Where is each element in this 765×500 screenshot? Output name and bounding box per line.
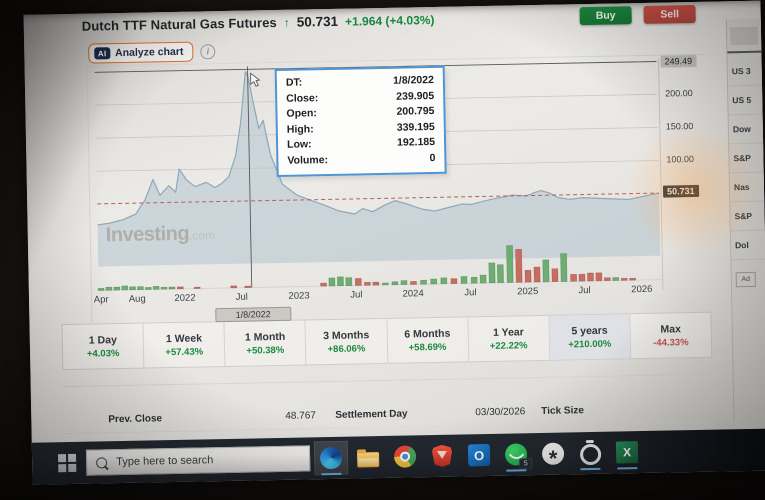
price-chart: Investing.com DT: 1/8/2022 Close: 239.905 Op… — [56, 53, 710, 330]
search-input[interactable] — [114, 451, 289, 470]
x-axis-tick: 2024 — [402, 288, 424, 300]
start-button[interactable] — [57, 453, 76, 472]
ring-app-icon — [579, 443, 601, 466]
x-axis-tick: 2023 — [288, 290, 310, 302]
laptop-screen: Dutch TTF Natural Gas Futures ↑ 50.731 +… — [23, 0, 765, 485]
taskbar-icons: 5 — [313, 435, 645, 476]
sidebar-item[interactable]: US 3 — [727, 56, 763, 87]
taskbar-excel-icon[interactable] — [610, 435, 645, 470]
x-axis-tick: Apr — [93, 294, 109, 306]
x-axis-tick: 2025 — [517, 286, 539, 298]
tooltip-row: Low: 192.185 — [286, 135, 436, 151]
file-explorer-icon — [357, 451, 380, 468]
taskbar-search[interactable] — [85, 445, 311, 476]
period-1-year[interactable]: 1 Year +22.22% — [468, 315, 551, 362]
taskbar-outlook-icon[interactable] — [462, 438, 497, 473]
chart-tooltip: DT: 1/8/2022 Close: 239.905 Open: 200.795 High… — [274, 65, 447, 178]
taskbar-chatgpt-icon[interactable] — [536, 436, 571, 471]
y-axis-tick: 249.49 — [660, 54, 697, 68]
stat-label: Settlement Day — [335, 408, 408, 421]
whatsapp-badge: 5 — [519, 458, 533, 470]
edge-icon — [319, 446, 343, 470]
period-1-day[interactable]: 1 Day +4.03% — [62, 323, 145, 370]
search-icon — [96, 456, 108, 469]
outlook-icon — [467, 443, 491, 467]
ad-label: Ad — [735, 271, 756, 288]
markets-sidebar: US 3 US 5 Dow S&P Nas S&P Dol Ad — [725, 18, 765, 422]
taskbar-chrome-icon[interactable] — [388, 439, 423, 474]
x-axis-tick: Aug — [128, 293, 146, 305]
period-3-months[interactable]: 3 Months +86.06% — [305, 318, 388, 365]
sidebar-item[interactable]: Nas — [729, 172, 765, 203]
crosshair-date-badge: 1/8/2022 — [215, 306, 292, 323]
sidebar-header-box — [729, 26, 759, 46]
sidebar-item[interactable]: S&P — [729, 143, 764, 174]
instrument-header: Dutch TTF Natural Gas Futures ↑ 50.731 +… — [82, 12, 435, 39]
tooltip-row: Volume: 0 — [287, 151, 436, 167]
taskbar-whatsapp-icon[interactable]: 5 — [499, 437, 534, 472]
stat-label: Prev. Close — [108, 413, 163, 426]
analyze-row: AI Analyze chart — [88, 40, 216, 64]
info-icon[interactable] — [200, 43, 216, 59]
x-axis-tick: Jul — [350, 289, 363, 301]
stat-value: 03/30/2026 — [475, 406, 526, 419]
stat-value: 48.767 — [285, 410, 317, 422]
period-6-months[interactable]: 6 Months +58.69% — [386, 317, 469, 363]
sidebar-divider — [727, 50, 762, 54]
y-axis-tick: 150.00 — [665, 120, 694, 132]
ai-badge-icon: AI — [94, 47, 111, 60]
last-price: 50.731 — [296, 13, 339, 30]
current-price-badge: 50.731 — [662, 185, 699, 198]
x-axis-tick: Jul — [235, 291, 248, 303]
stat-label: Tick Size — [541, 405, 584, 417]
taskbar-brave-icon[interactable] — [425, 439, 460, 474]
price-chart-canvas[interactable] — [57, 55, 709, 307]
buy-button[interactable]: Buy — [579, 6, 632, 26]
sidebar-item[interactable]: S&P — [730, 201, 765, 232]
taskbar-file-explorer-icon[interactable] — [351, 440, 386, 475]
chrome-icon — [393, 445, 417, 468]
y-axis-tick: 100.00 — [666, 153, 695, 165]
chatgpt-icon — [541, 442, 565, 465]
price-up-arrow-icon: ↑ — [283, 15, 290, 30]
x-axis-tick: 2022 — [174, 292, 196, 304]
sidebar-item[interactable]: Dow — [728, 114, 764, 145]
analyze-chart-button[interactable]: AI Analyze chart — [88, 41, 194, 64]
sell-button[interactable]: Sell — [643, 4, 696, 24]
taskbar-edge-icon[interactable] — [313, 440, 349, 476]
instrument-stats: Prev. Close 48.767 Settlement Day 03/30/202… — [62, 373, 712, 438]
x-axis-tick: 2026 — [631, 283, 653, 296]
brave-icon — [432, 445, 452, 467]
x-axis-tick: Jul — [464, 287, 477, 299]
analyze-chart-label: Analyze chart — [115, 45, 184, 60]
period-1-week[interactable]: 1 Week +57.43% — [143, 322, 226, 368]
period-5-years[interactable]: 5 years +210.00% — [549, 314, 632, 360]
page-title: Dutch TTF Natural Gas Futures — [81, 14, 277, 34]
price-change: +1.964 (+4.03%) — [344, 12, 435, 29]
taskbar-ring-app-icon[interactable] — [573, 436, 608, 471]
x-axis-tick: Jul — [578, 285, 591, 297]
sidebar-item[interactable]: Dol — [730, 230, 765, 261]
y-axis-tick: 200.00 — [665, 87, 693, 99]
period-1-month[interactable]: 1 Month +50.38% — [224, 320, 307, 367]
excel-icon — [615, 441, 639, 464]
sidebar-list: US 3 US 5 Dow S&P Nas S&P Dol — [727, 56, 765, 261]
browser-page: Dutch TTF Natural Gas Futures ↑ 50.731 +… — [23, 0, 765, 443]
period-max[interactable]: Max -44.33% — [653, 322, 689, 349]
sidebar-item[interactable]: US 5 — [728, 85, 763, 116]
